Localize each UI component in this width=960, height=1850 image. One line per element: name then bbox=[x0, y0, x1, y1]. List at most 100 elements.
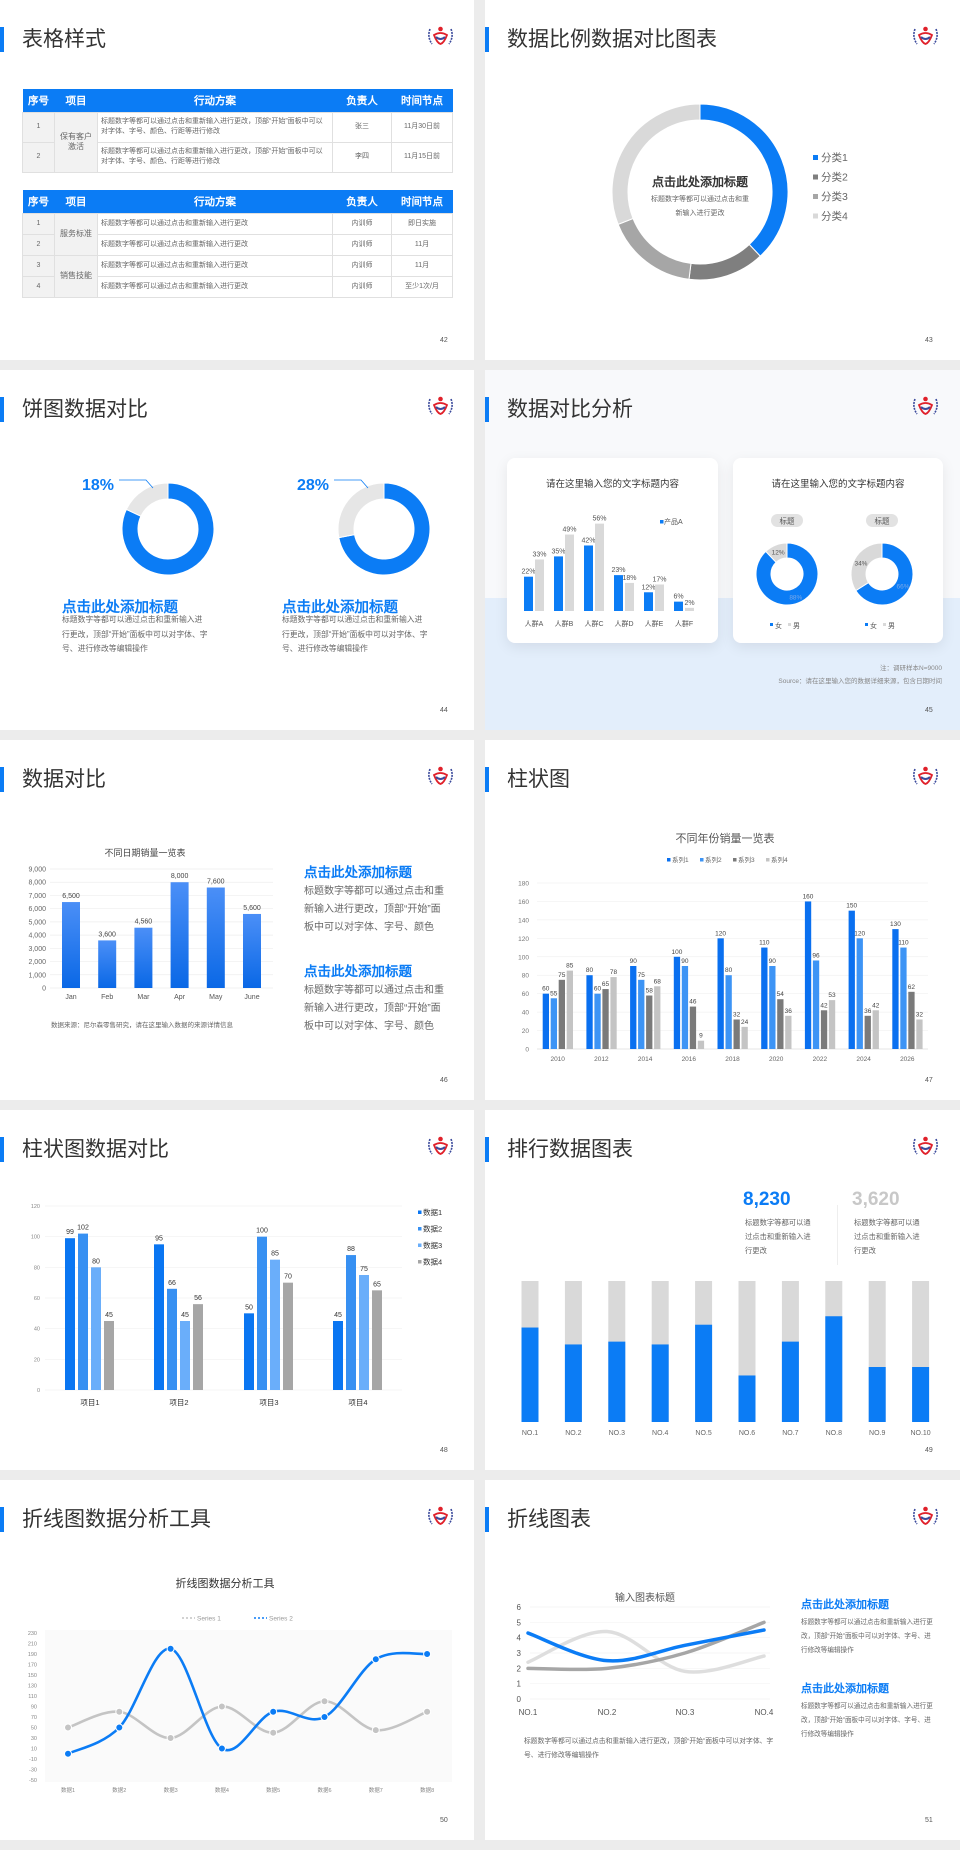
bar-value-label: 54 bbox=[777, 991, 785, 998]
logo-dot-icon bbox=[923, 766, 928, 772]
laurel-left-icon bbox=[913, 1138, 918, 1155]
category-label: 2024 bbox=[856, 1056, 871, 1063]
bar bbox=[65, 1238, 75, 1390]
y-tick-label: 30 bbox=[31, 1736, 37, 1742]
laurel-left-icon bbox=[913, 28, 918, 45]
bar bbox=[725, 975, 732, 1049]
logo-dot-icon bbox=[438, 766, 443, 772]
y-tick-label: 60 bbox=[34, 1296, 40, 1302]
y-tick-label: 120 bbox=[31, 1204, 40, 1210]
bar bbox=[912, 1367, 930, 1422]
action-plan: 标题数字等都可以通过点击和重新输入进行更改 bbox=[97, 254, 333, 277]
data-point bbox=[217, 1702, 226, 1711]
bar-value-label: 32 bbox=[916, 1011, 924, 1018]
bar-value-label: 42 bbox=[820, 1002, 828, 1009]
laurel-right-icon bbox=[448, 768, 453, 785]
bar-value-label: 90 bbox=[769, 958, 777, 965]
bar-value-label: 80 bbox=[586, 967, 594, 974]
deadline: 11月15日前 bbox=[391, 141, 453, 173]
logo-heart-icon bbox=[432, 402, 449, 415]
logo-dot-icon bbox=[923, 1506, 928, 1512]
category-label: NO.1 bbox=[519, 1708, 538, 1717]
legend-label: 数据1 bbox=[423, 1207, 442, 1217]
y-tick-label: 1 bbox=[517, 1680, 522, 1689]
y-tick-label: 3,000 bbox=[28, 946, 46, 953]
logo-hand-icon bbox=[435, 776, 446, 780]
bar bbox=[542, 993, 549, 1049]
bar-value-label: 102 bbox=[77, 1225, 89, 1232]
bar bbox=[564, 1344, 582, 1422]
y-tick-label: 80 bbox=[34, 1265, 40, 1271]
bar bbox=[154, 1244, 164, 1390]
category-label: 人群C bbox=[584, 619, 603, 628]
slide-title: 数据比例数据对比图表 bbox=[507, 28, 717, 51]
y-tick-label: 130 bbox=[28, 1684, 37, 1690]
column-header: 项目 bbox=[54, 190, 98, 213]
column-header: 序号 bbox=[22, 89, 55, 112]
table-row: 3 销售技能 标题数字等都可以通过点击和重新输入进行更改 内训师 11月 bbox=[22, 254, 453, 298]
item-heading: 点击此处添加标题 bbox=[304, 964, 412, 979]
bar-value-label: 110 bbox=[759, 940, 770, 947]
bar-value-label: 85 bbox=[566, 963, 574, 970]
legend-swatch bbox=[418, 1210, 422, 1214]
item-body: 标题数字等都可以通过点击和重新输入进行更改，顶部“开始”面板中可以对字体、字号、… bbox=[801, 1619, 933, 1654]
bar bbox=[741, 1026, 748, 1049]
legend-label: 数据4 bbox=[423, 1257, 442, 1267]
bar-value-label: 22% bbox=[521, 569, 535, 576]
bar bbox=[614, 575, 623, 611]
category-label: NO.10 bbox=[910, 1430, 930, 1437]
bar-value-label: 66 bbox=[168, 1280, 176, 1287]
deadline: 至少1次/月 bbox=[391, 275, 453, 298]
bar-value-label: 17% bbox=[652, 576, 666, 583]
bar bbox=[908, 991, 915, 1049]
bar-value-label: 96 bbox=[812, 952, 820, 959]
category-label: 项目4 bbox=[348, 1398, 367, 1407]
logo-icon bbox=[913, 1506, 938, 1525]
donut-charts: 18% 28% bbox=[82, 477, 431, 576]
bar bbox=[206, 887, 225, 988]
category-label: 数据6 bbox=[317, 1786, 331, 1794]
logo-icon bbox=[913, 396, 938, 415]
column-header: 序号 bbox=[22, 190, 55, 213]
bar bbox=[856, 938, 863, 1049]
bar bbox=[689, 1006, 697, 1049]
gender-slice-1 bbox=[755, 542, 819, 606]
y-tick-label: 180 bbox=[518, 881, 529, 888]
ranking-bar-chart: NO.1 NO.2 NO.3 NO.4 NO.5 NO.6 NO.7 NO.8 NO.9 NO.1… bbox=[521, 1281, 931, 1437]
y-tick-label: 170 bbox=[28, 1663, 37, 1669]
page-number: 50 bbox=[440, 1817, 448, 1824]
category-label: 人群E bbox=[645, 619, 664, 628]
bar-value-label: 100 bbox=[671, 949, 682, 956]
category-label: 项目3 bbox=[259, 1398, 278, 1407]
category-label: 数据2 bbox=[112, 1786, 126, 1794]
bar-value-label: 80 bbox=[92, 1258, 100, 1265]
page-number: 45 bbox=[925, 707, 933, 714]
pie-slice-1 bbox=[338, 482, 431, 576]
bar-value-label: 2% bbox=[684, 600, 694, 607]
category-label: Feb bbox=[101, 994, 113, 1001]
percent-label: 28% bbox=[297, 477, 329, 494]
slide-47: 柱状图 不同年份销量一览表 系列1 系列2 系列3 系列4 0 20 40 60 80 100 120… bbox=[485, 740, 960, 1100]
series-line bbox=[67, 1647, 428, 1755]
bar bbox=[602, 989, 609, 1049]
data-point bbox=[423, 1707, 432, 1716]
laurel-right-icon bbox=[933, 398, 938, 415]
bar bbox=[761, 947, 768, 1049]
bar bbox=[521, 1327, 539, 1422]
bar bbox=[733, 1019, 740, 1049]
page-number: 49 bbox=[925, 1447, 933, 1454]
legend-label: 系列3 bbox=[738, 855, 755, 864]
bar-value-label: 12% bbox=[641, 584, 655, 591]
bar-value-label: 130 bbox=[890, 921, 901, 928]
category-label: 项目1 bbox=[80, 1398, 99, 1407]
bar-value-label: 56% bbox=[592, 516, 606, 523]
bar-value-label: 65 bbox=[602, 981, 610, 988]
category-label: 人群B bbox=[555, 619, 574, 628]
category-label: NO.7 bbox=[782, 1430, 798, 1437]
bar bbox=[695, 1324, 713, 1422]
owner: 张三 bbox=[332, 111, 392, 143]
legend-swatch bbox=[813, 213, 818, 219]
laurel-right-icon bbox=[933, 1138, 938, 1155]
page-number: 51 bbox=[925, 1817, 933, 1824]
bar bbox=[717, 938, 724, 1049]
